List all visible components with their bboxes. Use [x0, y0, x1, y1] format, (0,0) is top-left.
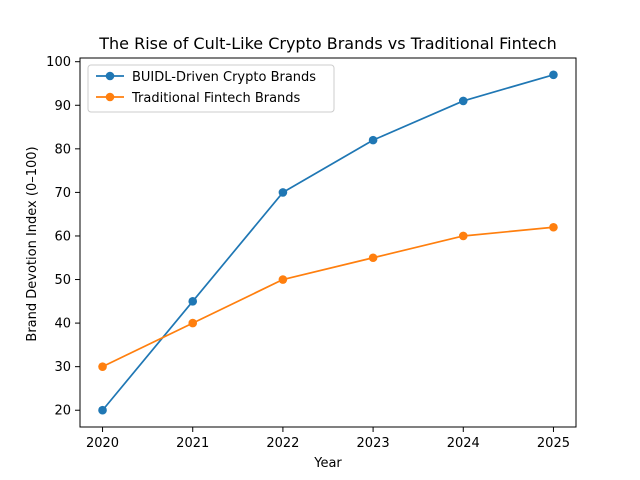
data-point	[549, 222, 558, 232]
y-tick-label: 70	[54, 186, 71, 201]
y-axis-label: Brand Devotion Index (0–100)	[25, 146, 40, 341]
data-point	[278, 188, 288, 197]
legend-marker	[105, 92, 115, 102]
x-tick-label: 2022	[266, 436, 299, 451]
data-point	[98, 362, 107, 371]
legend-label: Traditional Fintech Brands	[131, 91, 301, 106]
plot-area: 2020 2021 2022 2023 2024 2025 20 30 40 50 60 70 80 90…	[46, 55, 577, 451]
data-point	[188, 318, 198, 328]
data-point	[368, 253, 378, 263]
data-point	[549, 70, 558, 80]
data-point	[458, 231, 468, 241]
data-point	[98, 405, 107, 415]
y-tick-label: 30	[54, 360, 71, 375]
data-point	[188, 297, 198, 306]
data-point	[278, 275, 288, 284]
legend-entry: Traditional Fintech Brands	[96, 91, 301, 106]
x-tick-label: 2024	[447, 436, 480, 451]
y-tick-label: 90	[54, 99, 71, 114]
y-tick-label: 50	[54, 273, 71, 288]
data-point	[458, 96, 468, 106]
y-tick-label: 40	[54, 317, 71, 332]
legend-label: BUIDL-Driven Crypto Brands	[132, 70, 316, 85]
legend-box	[87, 64, 335, 113]
chart-title: The Rise of Cult-Like Crypto Brands vs T…	[98, 34, 557, 53]
series-line	[101, 73, 554, 411]
y-tick-label: 100	[46, 55, 71, 70]
legend: BUIDL-Driven Crypto Brands Traditional Fi…	[87, 64, 335, 113]
legend-marker	[105, 71, 115, 81]
y-tick-label: 60	[54, 229, 71, 244]
y-tick-label: 80	[54, 142, 71, 157]
series-line	[102, 226, 554, 368]
x-tick-label: 2020	[86, 436, 119, 451]
x-tick-label: 2021	[176, 436, 209, 451]
legend-entry: BUIDL-Driven Crypto Brands	[96, 70, 316, 85]
x-tick-label: 2025	[537, 436, 570, 451]
y-tick-label: 20	[54, 404, 71, 419]
x-tick-label: 2023	[357, 436, 390, 451]
data-point	[368, 135, 378, 145]
x-axis-label: Year	[313, 456, 342, 471]
axes-frame	[79, 57, 577, 428]
